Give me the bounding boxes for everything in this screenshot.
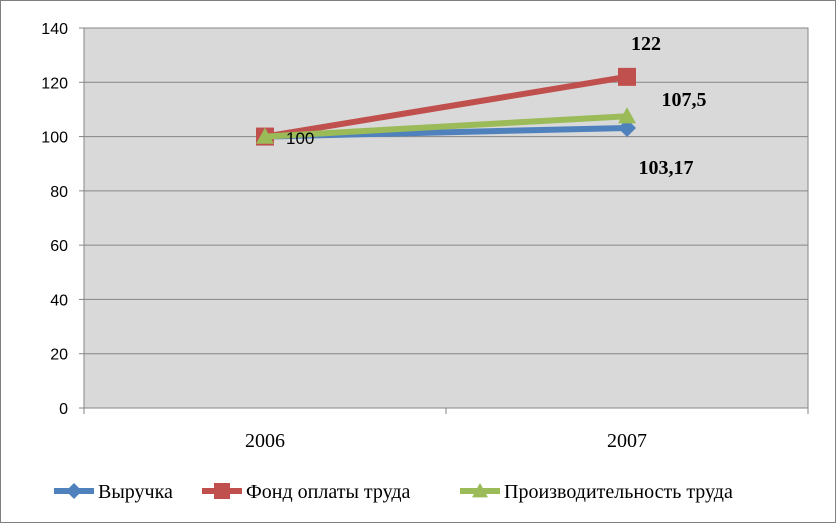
x-tick-label: 2006 bbox=[245, 430, 285, 452]
x-tick-label: 2007 bbox=[607, 430, 647, 452]
gridlines bbox=[79, 27, 808, 409]
data-point bbox=[618, 67, 636, 86]
data-point bbox=[618, 107, 636, 124]
series-3 bbox=[256, 107, 636, 144]
legend-marker bbox=[214, 483, 230, 499]
legend-label: Фонд оплаты труда bbox=[246, 481, 411, 503]
y-tick-label: 0 bbox=[59, 401, 68, 418]
legend-item: Выручка bbox=[54, 481, 173, 503]
legend-marker bbox=[472, 483, 488, 498]
data-labels: 100 122 107,5 103,17 bbox=[286, 33, 707, 179]
data-label: 122 bbox=[631, 33, 661, 55]
y-tick-label: 140 bbox=[41, 21, 68, 38]
legend-label: Выручка bbox=[98, 481, 173, 503]
data-point bbox=[618, 118, 636, 137]
y-tick-label: 100 bbox=[41, 130, 68, 147]
x-axis-tick-labels: 2006 2007 bbox=[83, 408, 809, 452]
legend-item: Производительность труда bbox=[460, 481, 733, 503]
legend-marker bbox=[66, 483, 82, 499]
y-tick-label: 60 bbox=[50, 238, 68, 255]
y-axis-tick-labels: 0 20 40 60 80 100 120 140 bbox=[41, 21, 68, 418]
y-tick-label: 40 bbox=[50, 292, 68, 309]
series-lines bbox=[256, 67, 636, 146]
y-tick-label: 120 bbox=[41, 75, 68, 92]
data-label: 103,17 bbox=[639, 157, 694, 179]
series-line bbox=[264, 113, 628, 140]
plot-area bbox=[83, 27, 809, 409]
series-line bbox=[264, 73, 628, 140]
data-point bbox=[256, 127, 274, 144]
legend-label: Производительность труда bbox=[504, 481, 733, 503]
y-tick-label: 80 bbox=[50, 184, 68, 201]
data-label: 107,5 bbox=[662, 89, 707, 111]
data-label: 100 bbox=[286, 129, 314, 148]
legend-item: Фонд оплаты труда bbox=[202, 481, 411, 503]
y-tick-label: 20 bbox=[50, 347, 68, 364]
legend: Выручка Фонд оплаты труда Производительнос… bbox=[54, 481, 733, 503]
